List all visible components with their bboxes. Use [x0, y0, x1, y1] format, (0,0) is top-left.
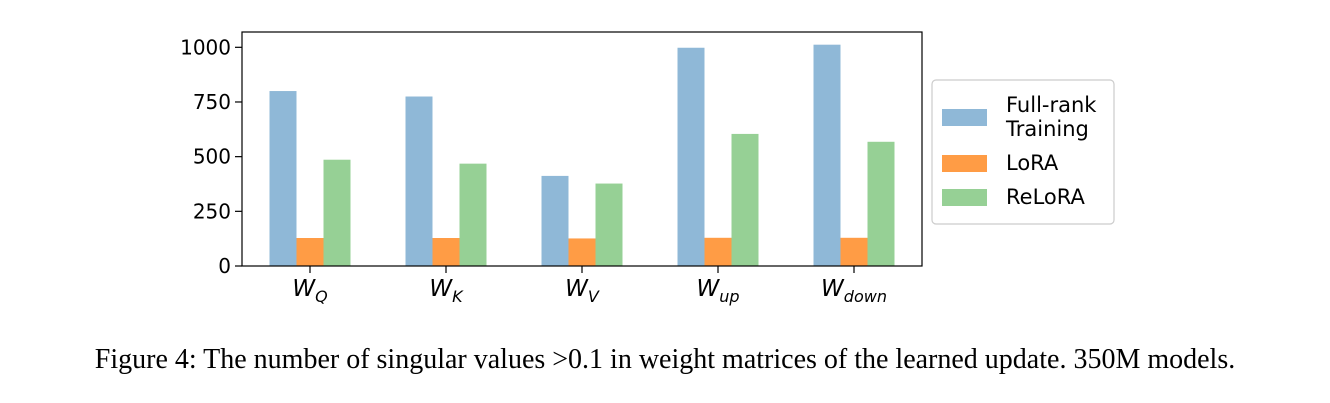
bar-relora-w-q: [323, 159, 351, 266]
bar-lora-w-k: [432, 238, 460, 266]
y-tick-label: 750: [193, 90, 231, 114]
y-tick-label: 250: [193, 199, 231, 223]
y-tick-label: 500: [193, 145, 231, 169]
chart: 0 250 500 750 1000 WQ WK WV Wup Wdown Full-rank T…: [180, 31, 1115, 306]
legend-swatch-lora: [942, 155, 987, 172]
x-tick-label-q: WQ: [292, 276, 327, 306]
x-tick-label-k: WK: [429, 276, 464, 306]
bars-group: [269, 44, 895, 267]
x-tick-label-v: WV: [565, 276, 600, 306]
bar-full-rank-training-w-up: [677, 47, 705, 267]
bar-relora-w-v: [595, 183, 623, 266]
y-tick-label: 0: [218, 254, 231, 278]
y-tick-label: 1000: [180, 35, 231, 59]
y-axis: 0 250 500 750 1000: [180, 35, 242, 278]
bar-full-rank-training-w-q: [269, 91, 297, 267]
bar-relora-w-down: [867, 141, 895, 266]
bar-lora-w-down: [840, 237, 868, 266]
bar-full-rank-training-w-down: [813, 44, 841, 266]
legend-label-full-rank-training: Full-rank Training: [1005, 93, 1097, 141]
x-tick-label-down: Wdown: [821, 276, 887, 306]
x-tick-label-up: Wup: [696, 276, 739, 306]
legend: Full-rank Training LoRA ReLoRA: [931, 79, 1115, 225]
bar-relora-w-k: [459, 163, 487, 266]
legend-swatch-full-rank-training: [942, 109, 987, 126]
bar-relora-w-up: [731, 133, 759, 266]
bar-full-rank-training-w-v: [541, 175, 569, 266]
figure-caption: Figure 4: The number of singular values …: [94, 344, 1236, 375]
plot-frame: [241, 31, 923, 267]
bar-lora-w-up: [704, 237, 732, 266]
bar-lora-w-v: [568, 238, 596, 266]
legend-label-relora: ReLoRA: [1006, 185, 1085, 209]
legend-label-lora: LoRA: [1006, 151, 1059, 175]
x-axis: WQ WK WV Wup Wdown: [292, 266, 887, 306]
bar-lora-w-q: [296, 238, 324, 266]
bar-full-rank-training-w-k: [405, 96, 433, 267]
legend-swatch-relora: [942, 189, 987, 206]
